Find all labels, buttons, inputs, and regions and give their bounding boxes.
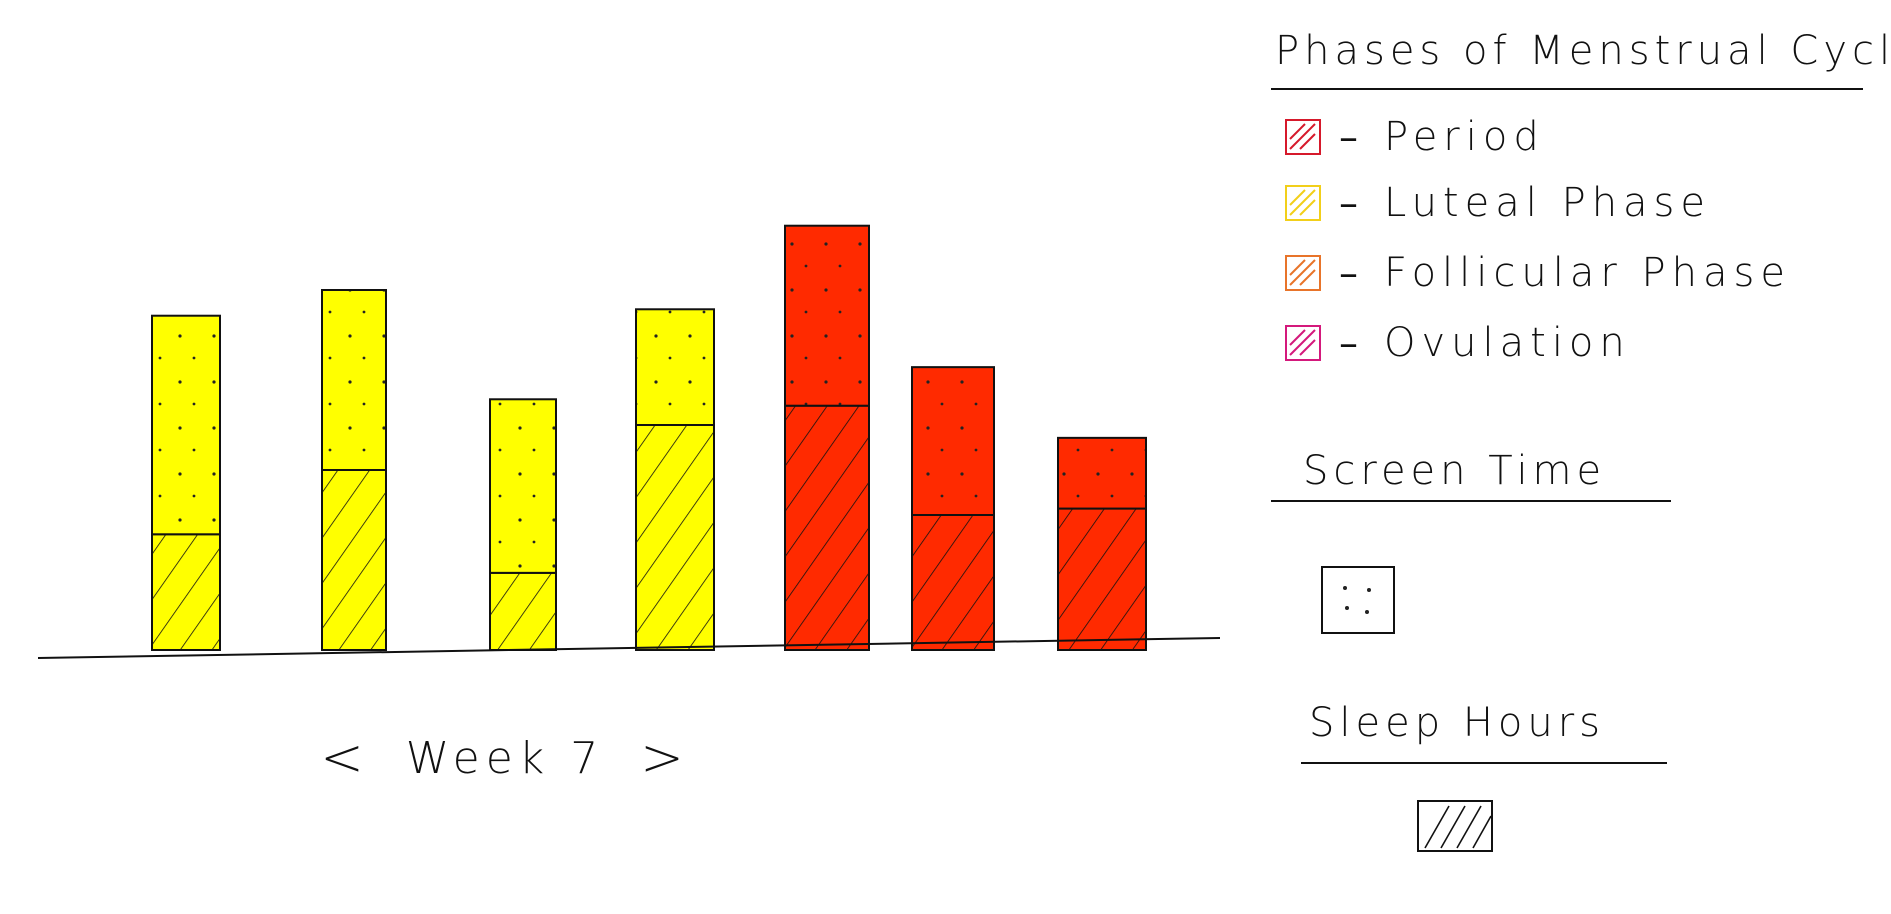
- next-week-button[interactable]: >: [640, 728, 690, 788]
- prev-week-button[interactable]: <: [320, 728, 370, 788]
- chart-area: < Week 7 >: [37, 224, 1221, 788]
- legend-label-period: Period: [1384, 114, 1545, 160]
- legend-label-follicular: Follicular Phase: [1384, 250, 1791, 296]
- bar-screen-time-dots: [635, 308, 715, 426]
- bar-sleep-hours-hatch: [321, 469, 387, 651]
- bar-screen-time-dots: [151, 314, 221, 536]
- legend-label-luteal: Luteal Phase: [1384, 180, 1711, 226]
- bar-sleep-hours-hatch: [489, 571, 557, 651]
- legend-item-luteal: – Luteal Phase: [1285, 178, 1711, 228]
- legend-dash: –: [1339, 115, 1358, 159]
- bar-sleep-hours-hatch: [784, 404, 870, 652]
- bar-day-3: [489, 398, 557, 651]
- bar-screen-time-dots: [489, 398, 557, 574]
- luteal-swatch: [1285, 185, 1321, 221]
- bar-screen-time-dots: [321, 289, 387, 471]
- screen-time-underline: [1271, 500, 1671, 502]
- sleep-hours-title: Sleep Hours: [1309, 700, 1606, 746]
- bar-day-1: [151, 314, 221, 651]
- bar-sleep-hours-hatch: [635, 424, 715, 651]
- legend-dash: –: [1339, 321, 1358, 365]
- legend-item-period: – Period: [1285, 112, 1545, 162]
- week-label: Week 7: [405, 732, 605, 784]
- legend-item-ovulation: – Ovulation: [1285, 318, 1631, 368]
- follicular-swatch: [1285, 255, 1321, 291]
- bar-screen-time-dots: [784, 224, 870, 407]
- bar-chart: [37, 224, 1221, 659]
- sleep-hours-underline: [1301, 762, 1667, 764]
- legend-panel: Phases of Menstrual Cycle – Period – Lut…: [1255, 20, 1891, 880]
- bar-sleep-hours-hatch: [151, 533, 221, 651]
- bar-day-2: [321, 289, 387, 651]
- week-navigator: < Week 7 >: [320, 728, 690, 788]
- legend-title-underline: [1271, 88, 1863, 90]
- bar-screen-time-dots: [1057, 436, 1147, 510]
- ovulation-swatch: [1285, 325, 1321, 361]
- bar-day-5: [784, 224, 870, 652]
- period-swatch: [1285, 119, 1321, 155]
- legend-dash: –: [1339, 181, 1358, 225]
- bar-screen-time-dots: [911, 366, 995, 516]
- bar-day-6: [911, 366, 995, 651]
- sleep-hours-key-swatch: [1417, 800, 1493, 852]
- legend-label-ovulation: Ovulation: [1384, 320, 1631, 366]
- bar-sleep-hours-hatch: [1057, 507, 1147, 652]
- screen-time-title: Screen Time: [1303, 448, 1607, 494]
- bar-day-7: [1057, 436, 1147, 652]
- legend-title: Phases of Menstrual Cycle: [1275, 28, 1891, 74]
- legend-dash: –: [1339, 251, 1358, 295]
- bar-sleep-hours-hatch: [911, 514, 995, 651]
- bar-day-4: [635, 308, 715, 651]
- screen-time-key-swatch: [1321, 566, 1395, 634]
- legend-item-follicular: – Follicular Phase: [1285, 248, 1791, 298]
- x-axis-line: [37, 637, 1221, 659]
